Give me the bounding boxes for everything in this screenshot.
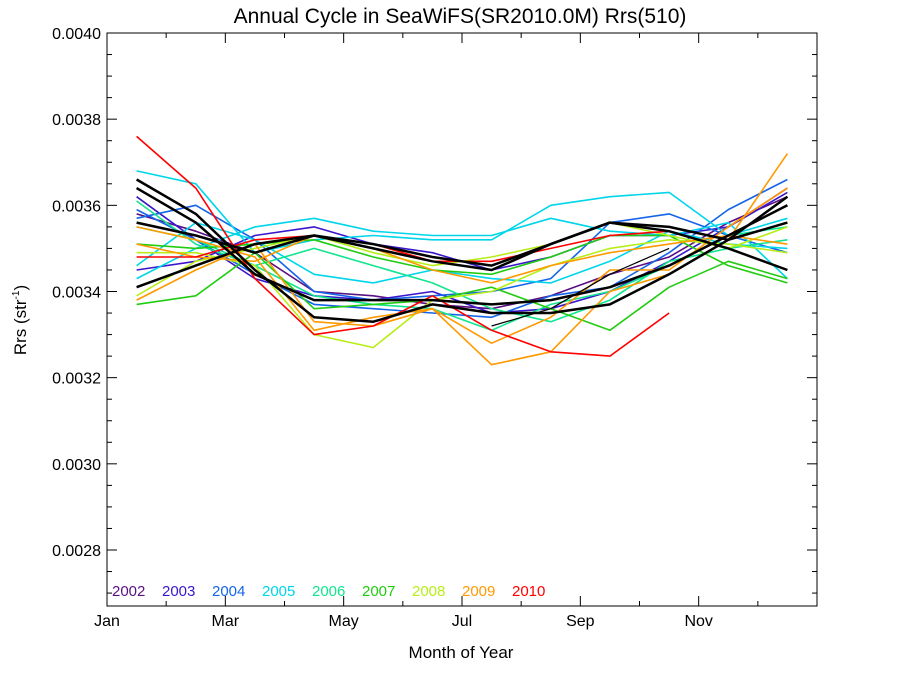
legend-item: 2003 bbox=[162, 583, 195, 600]
legend-item: 2004 bbox=[212, 583, 245, 600]
y-tick-label: 0.0028 bbox=[52, 543, 101, 560]
y-axis-label-tail: ) bbox=[11, 285, 30, 291]
series-line bbox=[135, 187, 788, 306]
series-line bbox=[136, 221, 788, 272]
series-line bbox=[136, 234, 788, 284]
legend-item: 2006 bbox=[312, 583, 345, 600]
series-line bbox=[135, 178, 789, 323]
series-layer bbox=[135, 135, 789, 366]
axis-ticks: 0.0028 0.0030 0.0032 0.0034 0.0036 0.0038 0.00… bbox=[52, 26, 818, 630]
legend-item: 2009 bbox=[462, 583, 495, 600]
legend-item: 2002 bbox=[112, 583, 145, 600]
x-axis-label: Month of Year bbox=[409, 643, 514, 662]
y-tick-label: 0.0034 bbox=[52, 284, 101, 301]
y-tick-label: 0.0040 bbox=[52, 26, 101, 43]
y-axis-label: Rrs (str-1) bbox=[11, 285, 30, 355]
legend: 2002 2003 2004 2005 2006 2007 2008 2009 2010 bbox=[112, 583, 545, 600]
x-tick-label: Jul bbox=[452, 613, 472, 630]
legend-item: 2007 bbox=[362, 583, 395, 600]
x-tick-label: Mar bbox=[212, 613, 240, 630]
y-tick-label: 0.0038 bbox=[52, 112, 101, 129]
y-tick-label: 0.0032 bbox=[52, 371, 101, 388]
series-line bbox=[136, 187, 788, 345]
legend-item: 2010 bbox=[512, 583, 545, 600]
x-tick-label: Jan bbox=[94, 613, 120, 630]
y-tick-label: 0.0036 bbox=[52, 198, 101, 215]
series-line bbox=[136, 178, 788, 319]
x-tick-label: Sep bbox=[566, 613, 595, 630]
legend-item: 2008 bbox=[412, 583, 445, 600]
y-axis-label-main: Rrs (str bbox=[11, 299, 30, 355]
y-tick-label: 0.0030 bbox=[52, 457, 101, 474]
y-axis-label-sup: -1 bbox=[11, 290, 22, 299]
chart-title: Annual Cycle in SeaWiFS(SR2010.0M) Rrs(5… bbox=[234, 5, 687, 28]
series-line bbox=[136, 221, 788, 289]
legend-item: 2005 bbox=[262, 583, 295, 600]
series-line bbox=[491, 247, 670, 327]
series-line bbox=[136, 135, 670, 357]
x-tick-label: Nov bbox=[684, 613, 712, 630]
series-line bbox=[136, 170, 788, 254]
x-tick-label: May bbox=[329, 613, 359, 630]
